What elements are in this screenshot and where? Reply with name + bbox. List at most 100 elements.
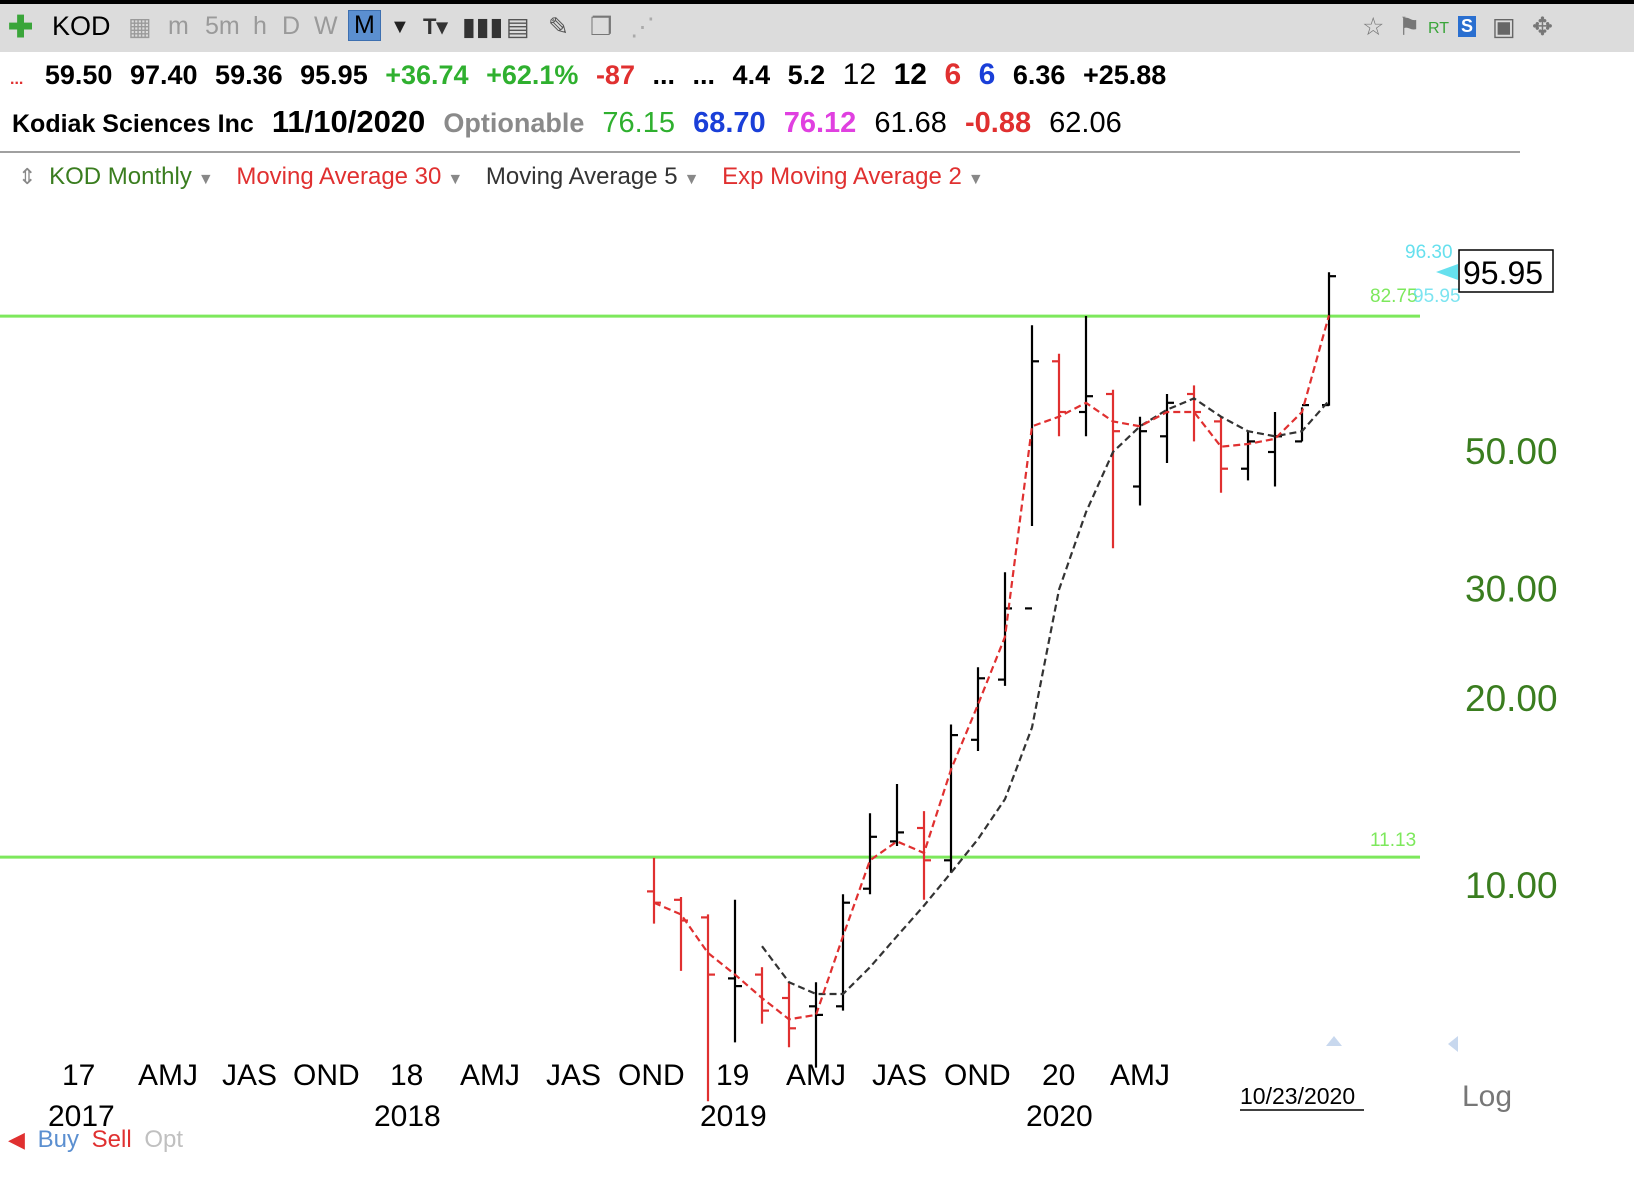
chevron-down-icon[interactable]: ▼ <box>683 171 700 188</box>
metric-7: 12 <box>893 58 927 91</box>
low-value: 59.36 <box>215 60 283 90</box>
x-tick-label: JAS <box>872 1059 927 1092</box>
chevron-down-icon[interactable]: ▼ <box>197 171 214 188</box>
metric-4: 4.4 <box>732 60 771 90</box>
legend-ma5[interactable]: Moving Average 5 <box>485 163 678 190</box>
y-tick-label: 10.00 <box>1465 865 1558 906</box>
x-tick-label: OND <box>944 1059 1011 1092</box>
quote-line: ... 59.50 97.40 59.36 95.95 +36.74 +62.1… <box>10 58 1176 98</box>
add-symbol-icon[interactable]: ✚ <box>8 11 34 44</box>
legend-ma30[interactable]: Moving Average 30 <box>236 163 442 190</box>
symbol-field[interactable]: KOD <box>52 11 111 41</box>
x-tick-label: AMJ <box>138 1059 198 1092</box>
high-value: 97.40 <box>129 60 198 90</box>
s-icon[interactable]: S <box>1458 16 1477 37</box>
info-value-6: 62.06 <box>1049 107 1122 139</box>
interval-w[interactable]: W <box>314 12 338 40</box>
x-tick-label: AMJ <box>1110 1059 1170 1092</box>
x-tick-label: 20 <box>1042 1059 1075 1092</box>
back-arrow-icon[interactable]: ◀ <box>8 1127 25 1152</box>
bar-chart-icon[interactable]: ▮▮▮ <box>462 13 504 41</box>
x-tick-label: AMJ <box>786 1059 846 1092</box>
year-label: 2017 <box>48 1100 115 1133</box>
chevron-down-icon[interactable]: ▼ <box>390 16 410 38</box>
interval-5m[interactable]: 5m <box>205 12 240 40</box>
x-tick-label: JAS <box>546 1059 601 1092</box>
star-icon[interactable]: ☆ <box>1362 13 1385 41</box>
trade-buttons: ◀ Buy Sell Opt <box>8 1126 183 1154</box>
y-tick-label: 50.00 <box>1465 431 1558 472</box>
high-price-label: 96.30 <box>1405 242 1453 263</box>
interval-m[interactable]: m <box>168 12 189 40</box>
toolbar: ✚ KOD ▦ m 5m h D W M ▼ T▾ ▮▮▮ ▤ ✎ ❐ ⋰ ☆ … <box>0 0 1634 52</box>
y-tick-label: 20.00 <box>1465 678 1558 719</box>
year-label: 2018 <box>374 1100 441 1133</box>
dots-marker: ... <box>10 71 24 88</box>
metric-6: 12 <box>842 58 877 91</box>
x-tick-label: OND <box>618 1059 685 1092</box>
x-tick-label: 17 <box>62 1059 95 1092</box>
legend-main[interactable]: KOD Monthly <box>49 163 192 190</box>
last-price-label: 95.95 <box>1463 255 1543 291</box>
x-tick-label: AMJ <box>460 1059 520 1092</box>
company-name: Kodiak Sciences Inc <box>12 110 254 138</box>
header-separator <box>0 151 1520 153</box>
flag-icon[interactable]: ⚑ <box>1398 13 1421 41</box>
chart-type-icon[interactable]: T▾ <box>423 14 448 39</box>
info-line: Kodiak Sciences Inc 11/10/2020 Optionabl… <box>12 104 1132 146</box>
buy-button[interactable]: Buy <box>37 1126 79 1153</box>
info-value-4: 61.68 <box>874 107 947 139</box>
chart-legend: ⇕ KOD Monthly ▼ Moving Average 30 ▼ Moving… <box>18 163 1000 191</box>
metric-10: 6.36 <box>1012 60 1066 90</box>
y-axis: 10.00 20.00 30.00 50.00 <box>1465 431 1558 906</box>
chevron-down-icon[interactable]: ▼ <box>967 171 984 188</box>
metric-11: +25.88 <box>1082 60 1167 90</box>
table-icon[interactable]: ▤ <box>506 13 530 41</box>
metric-8: 6 <box>944 58 962 91</box>
year-label: 2020 <box>1026 1100 1093 1133</box>
interval-h[interactable]: h <box>253 12 267 40</box>
scale-label: Log <box>1462 1080 1512 1113</box>
drag-handle-icon[interactable]: ⇕ <box>18 164 37 189</box>
x-axis: 17 AMJ JAS OND 18 AMJ JAS OND 19 AMJ JAS OND 20 AMJ 20… <box>48 1036 1512 1133</box>
last-price-box <box>1458 249 1554 293</box>
scroll-left-icon <box>1448 1036 1458 1052</box>
blank-value-2: ... <box>692 60 716 90</box>
print-icon[interactable]: ▦ <box>128 13 152 41</box>
horizontal-lines <box>0 314 1420 859</box>
price-pointer-icon <box>1436 264 1458 280</box>
layers-icon[interactable]: ❐ <box>590 13 613 41</box>
optionable-label: Optionable <box>443 108 585 138</box>
info-value-5: -0.88 <box>964 107 1032 139</box>
opt-button[interactable]: Opt <box>144 1126 184 1153</box>
blank-value-1: ... <box>652 60 675 90</box>
open-value: 59.50 <box>44 60 113 90</box>
info-value-3: 76.12 <box>783 107 857 139</box>
pencil-icon[interactable]: ✎ <box>548 13 569 41</box>
sell-button[interactable]: Sell <box>91 1126 132 1153</box>
save-icon[interactable]: ▣ <box>1492 13 1516 41</box>
metric-9: 6 <box>978 58 996 91</box>
share-icon[interactable]: ⋰ <box>630 13 655 41</box>
metric-5: 5.2 <box>787 60 826 90</box>
last-price-small-label: 95.95 <box>1413 286 1461 307</box>
interval-d[interactable]: D <box>282 12 301 40</box>
move-icon[interactable]: ✥ <box>1532 13 1553 41</box>
change-value: +36.74 <box>385 60 469 90</box>
resistance-label: 82.75 <box>1370 286 1418 307</box>
rank-value: -87 <box>595 60 635 90</box>
support-label: 11.13 <box>1370 830 1416 851</box>
rt-icon[interactable]: RT <box>1428 20 1450 37</box>
chevron-down-icon[interactable]: ▼ <box>447 171 464 188</box>
legend-ema2[interactable]: Exp Moving Average 2 <box>722 163 962 190</box>
change-pct-value: +62.1% <box>486 60 579 90</box>
date-marker: 10/23/2020 <box>1240 1083 1355 1109</box>
interval-m-monthly[interactable]: M <box>348 10 381 41</box>
price-bars <box>647 272 1336 1102</box>
ma5-line <box>761 397 1330 996</box>
info-value-2: 68.70 <box>693 107 766 139</box>
ema2-line <box>653 315 1331 1021</box>
x-tick-label: OND <box>293 1059 360 1092</box>
close-value: 95.95 <box>300 60 368 90</box>
